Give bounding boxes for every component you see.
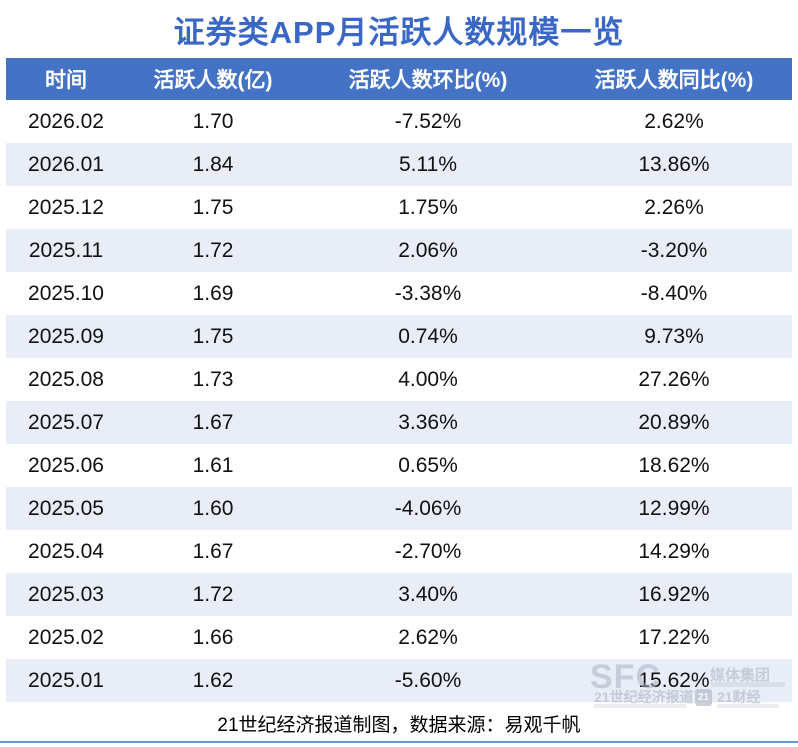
table-cell: 1.75	[192, 324, 234, 348]
table-cell: 2026.01	[28, 152, 104, 176]
column-header: 时间	[6, 58, 126, 100]
table-cell: 1.72	[192, 582, 234, 606]
table-cell: 2026.02	[28, 109, 104, 133]
column-header: 活跃人数同比(%)	[556, 58, 792, 100]
table-cell: 2025.04	[28, 539, 104, 563]
table-row: 2026.02 1.70 -7.52% 2.62%	[6, 100, 792, 143]
table-cell: 1.84	[192, 152, 234, 176]
table-cell: -7.52%	[394, 109, 462, 133]
table-cell: 1.75	[192, 195, 234, 219]
table-cell: 4.00%	[398, 367, 458, 391]
table-row: 2025.09 1.75 0.74% 9.73%	[6, 315, 792, 358]
table-row: 2025.12 1.75 1.75% 2.26%	[6, 186, 792, 229]
table-row: 2025.01 1.62 -5.60% 15.62%	[6, 659, 792, 702]
table-cell: -3.20%	[640, 238, 708, 262]
table-cell: -2.70%	[394, 539, 462, 563]
table-cell: 2025.07	[28, 410, 104, 434]
table-row: 2025.06 1.61 0.65% 18.62%	[6, 444, 792, 487]
table-cell: -5.60%	[394, 668, 462, 692]
table-cell: 3.36%	[398, 410, 458, 434]
table-cell: 0.65%	[398, 453, 458, 477]
table-row: 2025.11 1.72 2.06% -3.20%	[6, 229, 792, 272]
table-cell: 0.74%	[398, 324, 458, 348]
table-row: 2026.01 1.84 5.11% 13.86%	[6, 143, 792, 186]
table-cell: 14.29%	[638, 539, 710, 563]
table-cell: 1.70	[192, 109, 234, 133]
table-cell: 2.62%	[398, 625, 458, 649]
table-cell: 1.66	[192, 625, 234, 649]
table-cell: 2025.11	[28, 238, 104, 262]
table-row: 2025.05 1.60 -4.06% 12.99%	[6, 487, 792, 530]
table-cell: 2.62%	[644, 109, 704, 133]
table-cell: 2025.02	[28, 625, 104, 649]
table-cell: 1.60	[192, 496, 234, 520]
table-row: 2025.02 1.66 2.62% 17.22%	[6, 616, 792, 659]
table-cell: 1.62	[192, 668, 234, 692]
mau-table: 时间 活跃人数(亿) 活跃人数环比(%) 活跃人数同比(%) 2026.02 1.70 -…	[6, 58, 792, 702]
table-cell: -8.40%	[640, 281, 708, 305]
column-header: 活跃人数环比(%)	[300, 58, 556, 100]
table-cell: 3.40%	[398, 582, 458, 606]
table-cell: 27.26%	[638, 367, 710, 391]
table-cell: 16.92%	[638, 582, 710, 606]
bottom-divider	[0, 741, 798, 743]
table-cell: -4.06%	[394, 496, 462, 520]
table-cell: 1.73	[192, 367, 234, 391]
table-cell: 1.69	[192, 281, 234, 305]
table-cell: 2025.08	[28, 367, 104, 391]
table-cell: 2025.05	[28, 496, 104, 520]
table-cell: -3.38%	[394, 281, 462, 305]
table-cell: 20.89%	[638, 410, 710, 434]
table-row: 2025.08 1.73 4.00% 27.26%	[6, 358, 792, 401]
table-row: 2025.04 1.67 -2.70% 14.29%	[6, 530, 792, 573]
table-body: 2026.02 1.70 -7.52% 2.62% 2026.01 1.84 5.11% 13…	[6, 100, 792, 702]
table-cell: 5.11%	[399, 152, 457, 176]
table-cell: 1.75%	[398, 195, 458, 219]
table-cell: 18.62%	[638, 453, 710, 477]
column-header: 活跃人数(亿)	[126, 58, 300, 100]
table-cell: 1.72	[192, 238, 234, 262]
page-title: 证券类APP月活跃人数规模一览	[173, 14, 625, 50]
table-cell: 2025.06	[28, 453, 104, 477]
table-cell: 2025.12	[28, 195, 104, 219]
table-row: 2025.03 1.72 3.40% 16.92%	[6, 573, 792, 616]
table-cell: 12.99%	[638, 496, 710, 520]
table-cell: 1.67	[192, 539, 234, 563]
table-cell: 1.61	[192, 453, 234, 477]
table-cell: 2025.10	[28, 281, 104, 305]
table-cell: 2025.09	[28, 324, 104, 348]
source-note: 21世纪经济报道制图，数据来源：易观千帆	[217, 715, 581, 736]
table-cell: 15.62%	[638, 668, 710, 692]
table-cell: 2.06%	[398, 238, 458, 262]
table-cell: 2025.03	[28, 582, 104, 606]
table-cell: 9.73%	[644, 324, 704, 348]
table-header-row: 时间 活跃人数(亿) 活跃人数环比(%) 活跃人数同比(%)	[6, 58, 792, 100]
table-cell: 1.67	[192, 410, 234, 434]
table-row: 2025.07 1.67 3.36% 20.89%	[6, 401, 792, 444]
table-cell: 2025.01	[28, 668, 104, 692]
table-cell: 17.22%	[638, 625, 710, 649]
table-cell: 13.86%	[638, 152, 710, 176]
table-row: 2025.10 1.69 -3.38% -8.40%	[6, 272, 792, 315]
table-cell: 2.26%	[644, 195, 704, 219]
